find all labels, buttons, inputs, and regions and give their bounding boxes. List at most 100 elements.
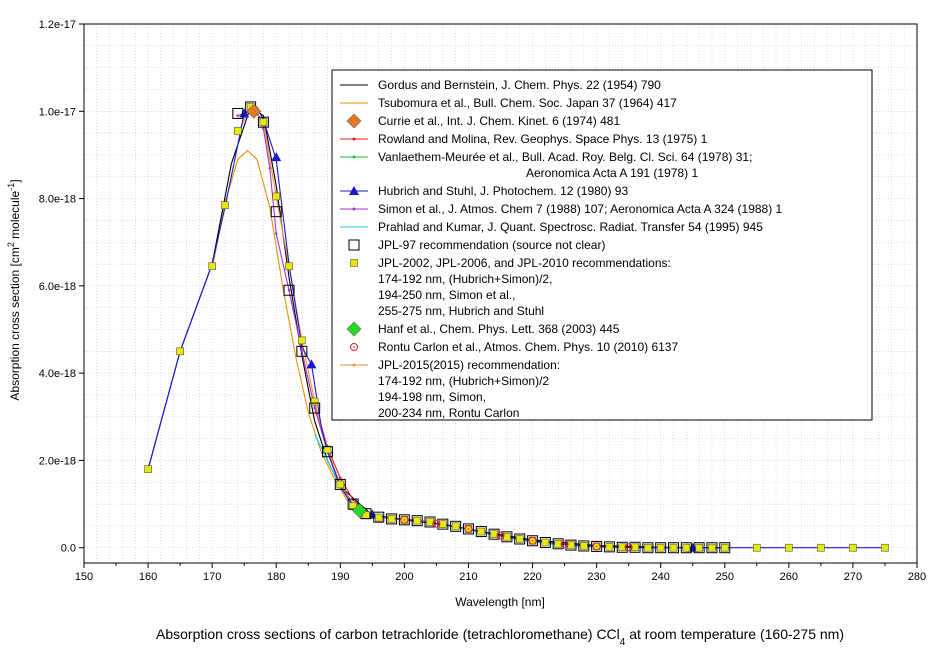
legend-label: JPL-2015(2015) recommendation: bbox=[378, 358, 560, 372]
legend-label-line: Aeronomica Acta A 191 (1978) 1 bbox=[526, 166, 698, 180]
x-tick-label: 180 bbox=[267, 571, 285, 583]
legend-swatch-dot bbox=[352, 137, 356, 141]
point-marker bbox=[514, 533, 526, 545]
legend-label-line: 255-275 nm, Hubrich and Stuhl bbox=[378, 304, 544, 318]
legend: Gordus and Bernstein, J. Chem. Phys. 22 … bbox=[331, 69, 873, 421]
point-marker bbox=[881, 543, 889, 552]
point-marker bbox=[352, 503, 367, 519]
point-marker bbox=[274, 232, 278, 235]
series-10 bbox=[144, 103, 889, 552]
point-marker-dot bbox=[499, 534, 502, 537]
legend-item-4: Rowland and Molina, Rev. Geophys. Space … bbox=[340, 132, 708, 146]
series-line bbox=[211, 149, 386, 520]
point-marker bbox=[668, 542, 680, 554]
point-marker bbox=[451, 522, 460, 531]
series-9 bbox=[232, 101, 731, 554]
point-marker bbox=[144, 465, 152, 473]
point-marker bbox=[603, 541, 615, 553]
x-tick-label: 270 bbox=[844, 571, 862, 583]
point-marker bbox=[527, 535, 539, 547]
point-marker bbox=[400, 515, 409, 524]
point-marker bbox=[272, 192, 281, 201]
x-tick-label: 200 bbox=[395, 571, 413, 583]
point-marker bbox=[413, 516, 422, 525]
point-marker bbox=[432, 519, 441, 528]
point-marker bbox=[496, 531, 505, 540]
point-marker bbox=[490, 530, 498, 538]
legend-item-1: Gordus and Bernstein, J. Chem. Phys. 22 … bbox=[340, 78, 661, 92]
legend-label: Currie et al., Int. J. Chem. Kinet. 6 (1… bbox=[378, 114, 620, 128]
legend-label: Hanf et al., Chem. Phys. Lett. 368 (2003… bbox=[378, 322, 620, 336]
point-marker bbox=[693, 542, 705, 554]
point-marker bbox=[669, 543, 678, 552]
x-tick-label: 150 bbox=[75, 571, 93, 583]
point-marker bbox=[539, 536, 551, 548]
legend-label: Hubrich and Stuhl, J. Photochem. 12 (198… bbox=[378, 184, 628, 198]
point-marker bbox=[565, 539, 577, 551]
legend-label-line: 200-234 nm, Rontu Carlon bbox=[378, 406, 519, 420]
point-marker bbox=[296, 345, 308, 357]
point-marker bbox=[644, 543, 652, 552]
point-marker bbox=[268, 166, 272, 170]
point-marker bbox=[313, 406, 316, 410]
point-marker bbox=[591, 540, 603, 552]
y-tick-label: 1.0e-17 bbox=[39, 106, 76, 118]
series-12 bbox=[400, 515, 633, 552]
series-layer bbox=[144, 101, 889, 554]
point-marker-dot bbox=[467, 528, 470, 530]
point-marker bbox=[386, 513, 398, 525]
legend-label-line: 174-192 nm, (Hubrich+Simon)/2, bbox=[378, 272, 552, 286]
point-marker bbox=[208, 262, 216, 271]
legend-label: Rontu Carlon et al., Atmos. Chem. Phys. … bbox=[378, 340, 678, 354]
point-marker bbox=[567, 541, 575, 549]
point-marker bbox=[232, 107, 244, 119]
point-marker bbox=[682, 543, 691, 552]
x-tick-label: 230 bbox=[587, 571, 605, 583]
legend-box bbox=[331, 69, 873, 421]
point-marker bbox=[642, 542, 654, 554]
point-marker bbox=[373, 511, 385, 523]
point-marker bbox=[239, 108, 250, 118]
legend-item-5: Vanlaethem-Meurée et al., Bull. Acad. Ro… bbox=[340, 150, 752, 180]
point-marker bbox=[439, 520, 447, 528]
point-marker bbox=[334, 478, 346, 490]
point-marker bbox=[346, 321, 362, 337]
point-marker bbox=[176, 347, 184, 356]
point-marker bbox=[306, 359, 317, 369]
point-marker bbox=[578, 540, 590, 552]
point-marker bbox=[287, 288, 291, 292]
legend-label: Tsubomura et al., Bull. Chem. Soc. Japan… bbox=[378, 96, 677, 110]
point-marker bbox=[450, 520, 462, 532]
point-marker-dot bbox=[595, 545, 598, 548]
point-marker bbox=[817, 543, 825, 552]
point-marker bbox=[323, 445, 332, 454]
point-marker bbox=[785, 543, 793, 552]
legend-item-3: Currie et al., Int. J. Chem. Kinet. 6 (1… bbox=[346, 113, 620, 129]
point-marker bbox=[552, 538, 564, 550]
point-marker bbox=[488, 528, 500, 540]
legend-swatch-dot bbox=[352, 207, 356, 211]
point-marker bbox=[259, 118, 268, 126]
ticks: 150 160 170 180 190 200 210 220 230 240 250 260 270 2… bbox=[39, 19, 926, 583]
legend-swatch-dot bbox=[352, 155, 356, 159]
point-marker bbox=[283, 284, 295, 296]
legend-item-8: Prahlad and Kumar, J. Quant. Spectrosc. … bbox=[340, 220, 763, 234]
legend-label: JPL-97 recommendation (source not clear) bbox=[378, 238, 605, 252]
point-marker-dot bbox=[353, 346, 355, 348]
legend-item-6: Hubrich and Stuhl, J. Photochem. 12 (198… bbox=[340, 184, 628, 198]
legend-label: Prahlad and Kumar, J. Quant. Spectrosc. … bbox=[378, 220, 763, 234]
point-marker bbox=[708, 543, 716, 552]
point-marker bbox=[631, 543, 639, 552]
point-marker bbox=[680, 542, 692, 554]
series-3 bbox=[246, 103, 262, 119]
x-tick-label: 280 bbox=[908, 571, 926, 583]
point-marker-dot bbox=[563, 543, 566, 546]
point-marker bbox=[374, 513, 383, 522]
point-marker bbox=[350, 343, 358, 351]
point-marker bbox=[462, 523, 474, 535]
legend-label-line: 174-192 nm, (Hubrich+Simon)/2 bbox=[378, 374, 549, 388]
point-marker-dot bbox=[435, 522, 438, 525]
point-marker bbox=[398, 514, 410, 526]
point-marker bbox=[605, 543, 614, 551]
